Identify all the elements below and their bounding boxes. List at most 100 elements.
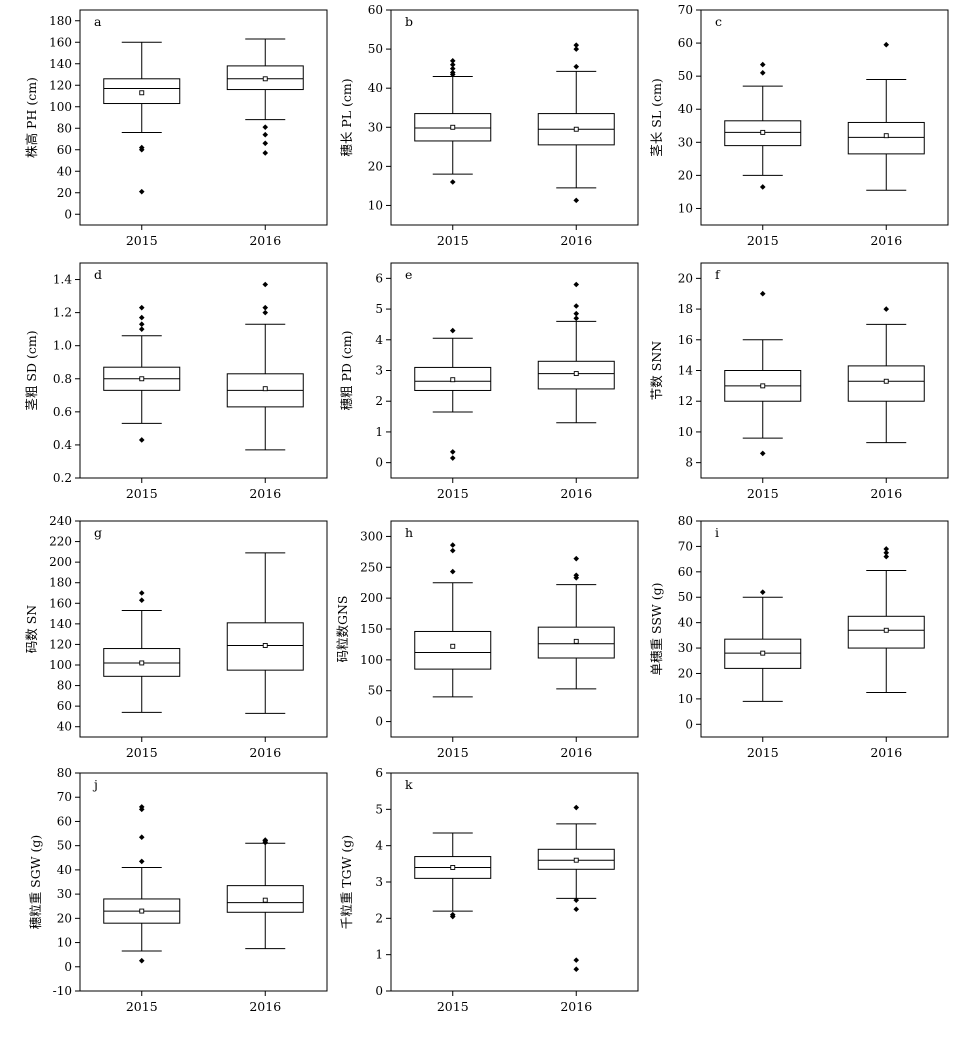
y-tick-label: 0 [375,984,383,998]
y-tick-label: 50 [368,684,383,698]
y-tick-label: 60 [57,143,72,157]
y-tick-label: 80 [57,121,72,135]
x-category-label: 2015 [437,745,469,760]
x-category-label: 2015 [437,486,469,501]
y-tick-label: 20 [678,271,693,285]
y-tick-label: 40 [57,164,72,178]
panel-letter: c [715,14,722,29]
outlier-point [883,546,890,552]
outlier-point [573,804,580,811]
x-category-label: 2016 [249,745,281,760]
outlier-point [883,41,890,48]
y-tick-label: 10 [368,198,383,212]
outlier-point [262,131,269,138]
outlier-point [759,589,766,595]
x-category-label: 2015 [747,486,779,501]
outlier-point [573,42,580,48]
panel-i: 0 10 20 30 40 50 60 70 80 单穗重 SSW (g) i 2015 2016 [649,514,949,760]
y-axis-title: 千粒重 TGW (g) [339,835,354,929]
outlier-point [449,568,456,575]
y-tick-label: 0.2 [53,471,72,485]
iqr-box [414,630,492,670]
y-tick-label: 2 [375,394,383,408]
y-tick-label: 40 [678,616,693,630]
panel-letter: i [715,525,719,540]
y-axis-title: 茎粗 SD (cm) [24,330,39,410]
outlier-point [138,304,145,311]
y-tick-label: 60 [368,3,383,17]
mean-marker [883,627,889,633]
mean-marker [760,650,766,656]
outlier-point [449,542,456,548]
mean-marker [573,371,579,377]
y-tick-label: 180 [49,14,72,28]
y-tick-label: 70 [678,3,693,17]
outlier-point [262,837,269,843]
outlier-point [573,555,580,562]
y-axis-title: 穗粗 PD (cm) [339,331,354,411]
panel-letter: e [405,267,412,282]
y-tick-label: 80 [57,679,72,693]
outlier-point [449,65,456,72]
mean-marker [450,377,456,383]
y-tick-label: 10 [678,692,693,706]
y-tick-label: 20 [368,159,383,173]
panel-letter: b [405,14,413,29]
box-2015 [103,41,181,195]
y-tick-label: 0 [375,456,383,470]
y-tick-label: 30 [678,641,693,655]
y-axis-title: 茎长 SL (cm) [649,78,664,156]
y-tick-label: 1 [375,948,383,962]
mean-marker [573,126,579,132]
plot-frame [79,9,328,226]
y-tick-label: 20 [57,911,72,925]
outlier-point [449,911,456,918]
mean-marker [139,660,145,666]
y-tick-label: 100 [360,653,383,667]
outlier-point [262,281,269,288]
y-tick-label: 20 [57,186,72,200]
panel-f: 8 10 12 14 16 18 20 节数 SNN f 2015 2016 [649,262,949,501]
box-2016 [537,281,615,424]
mean-marker [883,133,889,139]
x-category-label: 2015 [126,233,158,248]
x-category-label: 2015 [126,745,158,760]
y-tick-label: -10 [53,984,72,998]
panel-letter: a [94,14,102,29]
box-2015 [103,304,181,443]
x-category-label: 2016 [249,233,281,248]
plot-frame [700,520,949,738]
y-tick-label: 60 [57,699,72,713]
y-tick-label: 30 [368,120,383,134]
panel-letter: f [715,267,721,282]
box-2016 [847,41,925,191]
y-tick-label: 140 [49,57,72,71]
outlier-point [759,450,766,457]
box-2016 [537,555,615,690]
outlier-point [138,144,145,151]
outlier-point [449,455,456,461]
y-tick-label: 10 [678,425,693,439]
outlier-point [573,315,580,322]
x-category-label: 2015 [747,745,779,760]
y-tick-label: 300 [360,529,383,543]
y-tick-label: 0.4 [53,438,72,452]
outlier-point [138,326,145,332]
y-tick-label: 0 [64,960,72,974]
outlier-point [573,310,580,317]
y-tick-label: 70 [678,539,693,553]
y-tick-label: 1.4 [53,273,72,287]
y-tick-label: 5 [375,802,383,816]
outlier-point [759,61,766,68]
y-tick-label: 220 [49,535,72,549]
plot-frame [79,262,328,479]
y-tick-label: 70 [57,790,72,804]
outlier-point [262,124,269,130]
outlier-point [573,197,580,204]
x-category-label: 2016 [870,233,902,248]
box-2016 [847,306,925,444]
outlier-point [449,61,456,68]
box-2016 [537,42,615,204]
outlier-point [449,547,456,554]
